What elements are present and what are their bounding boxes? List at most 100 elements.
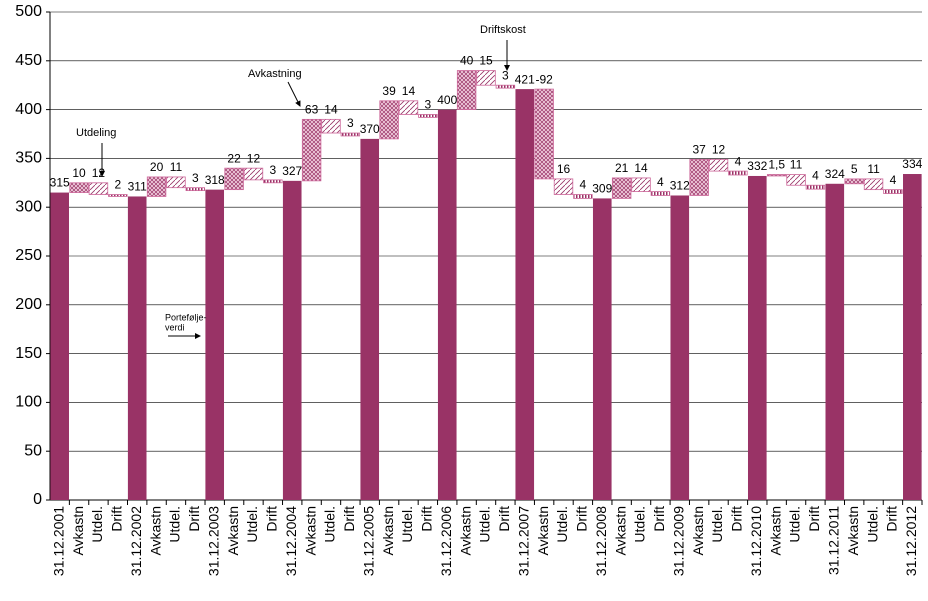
value-label: 11 bbox=[790, 158, 803, 172]
y-tick-label: 500 bbox=[15, 3, 42, 20]
x-tick-label: Avkastn bbox=[225, 506, 241, 556]
x-tick-label: Drift bbox=[264, 506, 280, 532]
x-tick-label: Avkastn bbox=[535, 506, 551, 556]
value-label: 12 bbox=[92, 166, 106, 180]
value-label: 315 bbox=[50, 176, 70, 190]
change-bar bbox=[418, 114, 438, 118]
total-bar bbox=[903, 174, 922, 501]
change-bar bbox=[689, 158, 709, 196]
total-bar bbox=[515, 89, 535, 500]
change-bar bbox=[863, 178, 884, 191]
x-tick-label: Utdel. bbox=[477, 506, 493, 543]
x-tick-label: 31.12.2003 bbox=[205, 506, 221, 576]
x-tick-label: 31.12.2005 bbox=[360, 506, 376, 576]
x-tick-label: Drift bbox=[806, 506, 822, 532]
value-label: 309 bbox=[592, 182, 612, 196]
change-bar bbox=[166, 176, 186, 189]
x-tick-label: Utdel. bbox=[89, 506, 105, 543]
x-tick-label: Utdel. bbox=[167, 506, 183, 543]
x-tick-label: Drift bbox=[419, 506, 435, 532]
change-bar bbox=[631, 177, 651, 192]
change-bar bbox=[69, 182, 89, 193]
annotation: Utdeling bbox=[76, 127, 116, 139]
x-tick-label: Drift bbox=[186, 506, 202, 532]
x-tick-label: 31.12.2001 bbox=[50, 506, 66, 576]
x-tick-label: Utdel. bbox=[399, 506, 415, 543]
annotation-arrow bbox=[287, 81, 301, 107]
x-tick-label: Avkastn bbox=[845, 506, 861, 556]
x-tick-label: Drift bbox=[496, 506, 512, 532]
value-label: 3 bbox=[270, 163, 277, 177]
value-label: 327 bbox=[282, 164, 302, 178]
x-tick-label: Utdel. bbox=[864, 506, 880, 543]
value-label: 5 bbox=[851, 162, 858, 176]
value-label: 37 bbox=[692, 143, 706, 157]
x-tick-label: Utdel. bbox=[709, 506, 725, 543]
total-bar bbox=[825, 183, 845, 500]
change-bar bbox=[146, 176, 167, 197]
value-label: 4 bbox=[657, 175, 664, 189]
change-bar bbox=[379, 100, 399, 140]
x-tick-label: Avkastn bbox=[690, 506, 706, 556]
value-label: 21 bbox=[615, 161, 629, 175]
y-tick-label: 200 bbox=[15, 296, 42, 313]
value-label: 370 bbox=[360, 122, 380, 136]
value-label: 11 bbox=[867, 162, 880, 176]
y-tick-label: 400 bbox=[15, 101, 42, 118]
value-label: 63 bbox=[305, 103, 319, 117]
x-tick-label: Utdel. bbox=[244, 506, 260, 543]
y-tick-label: 350 bbox=[15, 150, 42, 167]
y-tick-label: 150 bbox=[15, 345, 42, 362]
value-label: -92 bbox=[535, 72, 553, 86]
total-bar bbox=[592, 198, 612, 500]
annotation: Avkastning bbox=[248, 68, 302, 80]
value-label: 4 bbox=[580, 178, 587, 192]
value-label: 16 bbox=[557, 162, 571, 176]
value-label: 400 bbox=[437, 93, 457, 107]
value-label: 14 bbox=[324, 103, 338, 117]
value-label: 332 bbox=[747, 159, 767, 173]
x-tick-label: Utdel. bbox=[322, 506, 338, 543]
total-bar bbox=[205, 189, 225, 500]
x-tick-label: 31.12.2012 bbox=[903, 506, 919, 576]
x-tick-label: Utdel. bbox=[554, 506, 570, 543]
x-tick-label: Utdel. bbox=[632, 506, 648, 543]
value-label: 311 bbox=[128, 180, 147, 194]
y-tick-label: 0 bbox=[33, 491, 42, 508]
y-tick-label: 300 bbox=[15, 198, 42, 215]
value-label: 11 bbox=[170, 160, 183, 174]
total-bar bbox=[437, 109, 457, 500]
change-bar bbox=[553, 178, 574, 195]
change-bar bbox=[708, 158, 729, 172]
change-bar bbox=[534, 88, 554, 180]
x-tick-label: Drift bbox=[651, 506, 667, 532]
annotation: Driftskost bbox=[480, 24, 526, 36]
y-tick-label: 250 bbox=[15, 247, 42, 264]
change-bar bbox=[88, 182, 109, 195]
change-bar bbox=[224, 167, 244, 191]
value-label: 421 bbox=[515, 72, 535, 86]
change-bar bbox=[766, 174, 787, 177]
x-tick-label: Drift bbox=[109, 506, 125, 532]
total-bar bbox=[747, 175, 767, 500]
y-tick-label: 100 bbox=[15, 394, 42, 411]
value-label: 312 bbox=[670, 179, 690, 193]
change-bar bbox=[456, 70, 477, 110]
x-tick-label: Drift bbox=[574, 506, 590, 532]
change-bar bbox=[108, 194, 128, 197]
value-label: 3 bbox=[347, 116, 354, 130]
value-label: 3 bbox=[425, 98, 432, 112]
value-label: 40 bbox=[460, 54, 474, 68]
x-tick-label: 31.12.2004 bbox=[283, 506, 299, 576]
x-tick-label: Avkastn bbox=[302, 506, 318, 556]
change-bar bbox=[495, 84, 516, 89]
annotation: verdi bbox=[165, 322, 185, 332]
value-label: 22 bbox=[227, 151, 241, 165]
change-bar bbox=[321, 118, 341, 134]
value-label: 12 bbox=[247, 151, 261, 165]
value-label: 4 bbox=[890, 173, 897, 187]
x-tick-label: Avkastn bbox=[70, 506, 86, 556]
x-tick-label: Drift bbox=[341, 506, 357, 532]
value-label: 20 bbox=[150, 160, 164, 174]
value-label: 12 bbox=[712, 143, 726, 157]
